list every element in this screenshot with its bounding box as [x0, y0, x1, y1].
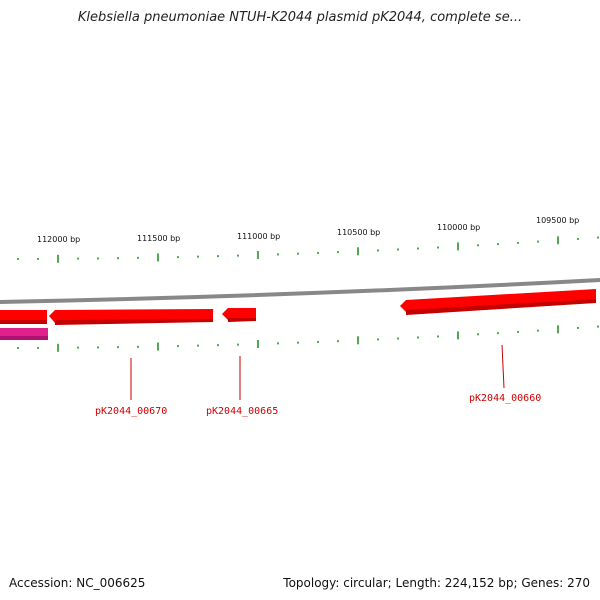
gene-left-partial[interactable]: [0, 310, 47, 324]
scale-label: 109500 bp: [536, 216, 579, 225]
accession-label: Accession: NC_006625: [9, 576, 146, 590]
map-title: Klebsiella pneumoniae NTUH-K2044 plasmid…: [77, 10, 523, 25]
outer-tick-track: [17, 236, 599, 263]
scale-label: 110000 bp: [437, 223, 480, 232]
map-summary: Topology: circular; Length: 224,152 bp; …: [283, 576, 590, 590]
gene-pK2044_00665[interactable]: [222, 308, 256, 322]
scale-label: 111000 bp: [237, 232, 280, 241]
scale-label: 111500 bp: [137, 234, 180, 243]
inner-tick-track: [17, 325, 599, 352]
gene-pK2044_00670[interactable]: [49, 309, 213, 325]
gene-label[interactable]: pK2044_00665: [206, 406, 278, 417]
magenta-feature-shadow: [0, 336, 48, 340]
plasmid-backbone: [0, 278, 600, 304]
label-leader: [501, 344, 505, 389]
gene-label[interactable]: pK2044_00670: [95, 406, 167, 417]
gene-label[interactable]: pK2044_00660: [469, 393, 541, 404]
scale-label: 110500 bp: [337, 228, 380, 237]
gene-pK2044_00660[interactable]: [400, 289, 596, 315]
scale-label: 112000 bp: [37, 235, 80, 244]
